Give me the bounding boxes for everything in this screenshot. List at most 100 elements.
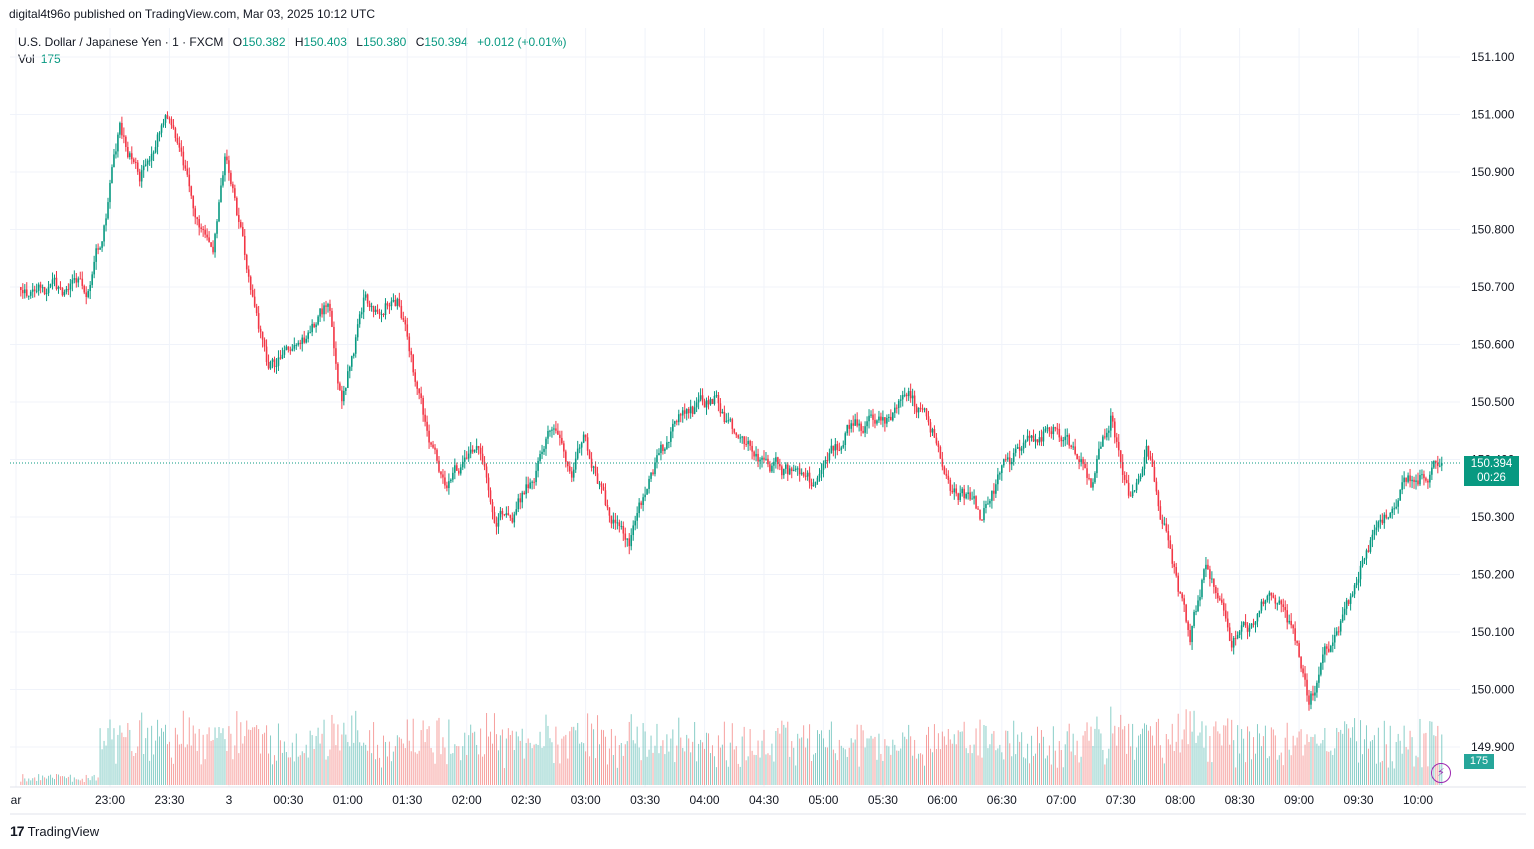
time-tick-label: 06:30 xyxy=(987,793,1017,807)
close-value: 150.394 xyxy=(424,35,468,49)
candle-body xyxy=(1439,465,1441,467)
candle-body xyxy=(1205,564,1207,570)
candle-body xyxy=(356,324,359,338)
candle-body xyxy=(826,460,829,462)
candle-body xyxy=(303,337,306,343)
candle-body xyxy=(1137,478,1140,483)
candle-body xyxy=(214,233,216,253)
candle-body xyxy=(1429,474,1431,483)
candle-body xyxy=(953,488,956,493)
lightning-icon[interactable]: ⚡ xyxy=(1431,763,1451,783)
candle-body xyxy=(1175,567,1178,576)
candle-body xyxy=(297,342,300,345)
candle-body xyxy=(414,372,416,382)
footer-brand[interactable]: 17 TradingView xyxy=(10,823,99,839)
candle-body xyxy=(788,468,791,475)
candle-body xyxy=(1244,621,1247,626)
candle-body xyxy=(729,419,732,421)
candle-body xyxy=(148,160,151,162)
candle-body xyxy=(1145,445,1148,458)
candle-body xyxy=(1385,514,1388,518)
candle-body xyxy=(1294,628,1296,641)
candle-body xyxy=(848,425,851,429)
candle-body xyxy=(491,501,494,513)
last-price-value: 150.394 xyxy=(1470,458,1513,470)
candle-body xyxy=(311,323,313,333)
candle-body xyxy=(1108,430,1110,433)
candle-body xyxy=(1258,610,1261,614)
candle-body xyxy=(1415,480,1417,482)
candle-body xyxy=(697,399,700,403)
candle-body xyxy=(1086,468,1088,478)
candle-body xyxy=(925,408,928,417)
candle-body xyxy=(1217,593,1219,599)
candle-body xyxy=(1119,450,1122,463)
candle-body xyxy=(890,416,892,421)
last-price-tag: 150.394 00:26 xyxy=(1464,456,1519,486)
candle-body xyxy=(1066,435,1069,437)
candle-body xyxy=(959,493,961,500)
candle-body xyxy=(1072,446,1074,448)
candle-body xyxy=(422,397,424,415)
candle-body xyxy=(1112,415,1114,422)
candle-body xyxy=(971,498,973,500)
candle-body xyxy=(935,437,938,444)
candle-body xyxy=(1157,491,1160,507)
candle-body xyxy=(71,279,74,284)
candle-body xyxy=(616,522,619,524)
candle-body xyxy=(29,291,32,296)
candle-body xyxy=(1030,435,1033,438)
candle-body xyxy=(295,344,298,346)
candle-body xyxy=(1302,668,1304,674)
candle-body xyxy=(372,306,375,312)
candle-body xyxy=(281,354,284,359)
candle-body xyxy=(515,509,518,515)
candle-body xyxy=(111,167,113,184)
symbol-name[interactable]: U.S. Dollar / Japanese Yen · 1 · FXCM xyxy=(18,35,224,49)
price-tick-label: 151.000 xyxy=(1471,108,1515,122)
candle-body xyxy=(327,303,329,307)
candle-body xyxy=(543,448,545,452)
candle-body xyxy=(412,354,415,373)
candle-body xyxy=(247,269,250,277)
candle-body xyxy=(1151,458,1154,467)
candle-body xyxy=(345,387,347,391)
candle-body xyxy=(1383,514,1386,524)
candle-body xyxy=(931,429,934,433)
candle-body xyxy=(232,184,234,189)
candle-body xyxy=(341,390,343,402)
candle-body xyxy=(713,395,716,404)
candle-body xyxy=(378,311,381,315)
candle-body xyxy=(1365,550,1368,559)
candle-body xyxy=(812,485,815,487)
candle-body xyxy=(497,517,500,527)
candle-body xyxy=(1419,475,1421,485)
candle-body xyxy=(969,492,971,500)
candle-body xyxy=(761,457,763,460)
candle-body xyxy=(1337,631,1340,633)
candle-body xyxy=(398,298,401,306)
candle-body xyxy=(81,278,84,286)
candle-body xyxy=(802,472,805,476)
candle-body xyxy=(337,363,339,384)
candle-body xyxy=(1076,453,1078,460)
candle-body xyxy=(584,434,587,438)
candle-body xyxy=(347,371,349,388)
candle-body xyxy=(1335,631,1338,636)
candle-body xyxy=(895,407,898,409)
candle-body xyxy=(1018,447,1021,451)
candle-body xyxy=(380,313,383,315)
candle-body xyxy=(1133,490,1136,492)
candle-body xyxy=(822,463,825,471)
candle-body xyxy=(461,461,464,468)
candle-body xyxy=(719,403,722,414)
candle-body xyxy=(200,227,202,229)
candle-body xyxy=(352,353,355,357)
candle-body xyxy=(800,472,803,475)
candle-body xyxy=(277,357,280,366)
candle-body xyxy=(646,488,648,495)
candle-body xyxy=(253,296,256,307)
candle-body xyxy=(525,484,527,495)
candle-body xyxy=(852,423,854,426)
